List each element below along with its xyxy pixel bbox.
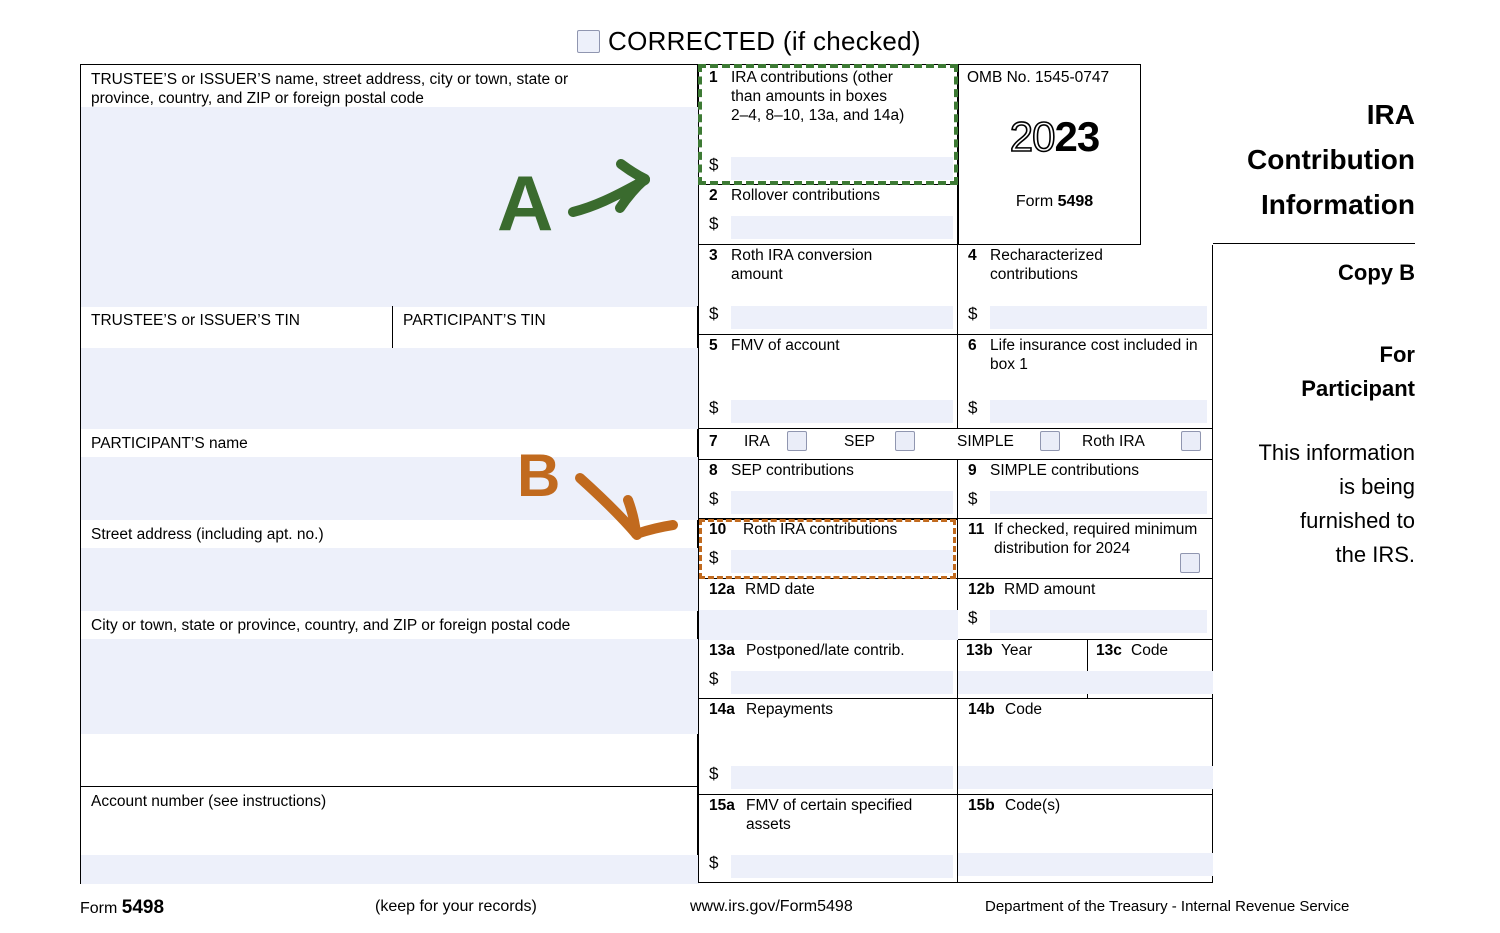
svg-text:B: B xyxy=(517,442,560,509)
svg-text:A: A xyxy=(497,159,553,247)
